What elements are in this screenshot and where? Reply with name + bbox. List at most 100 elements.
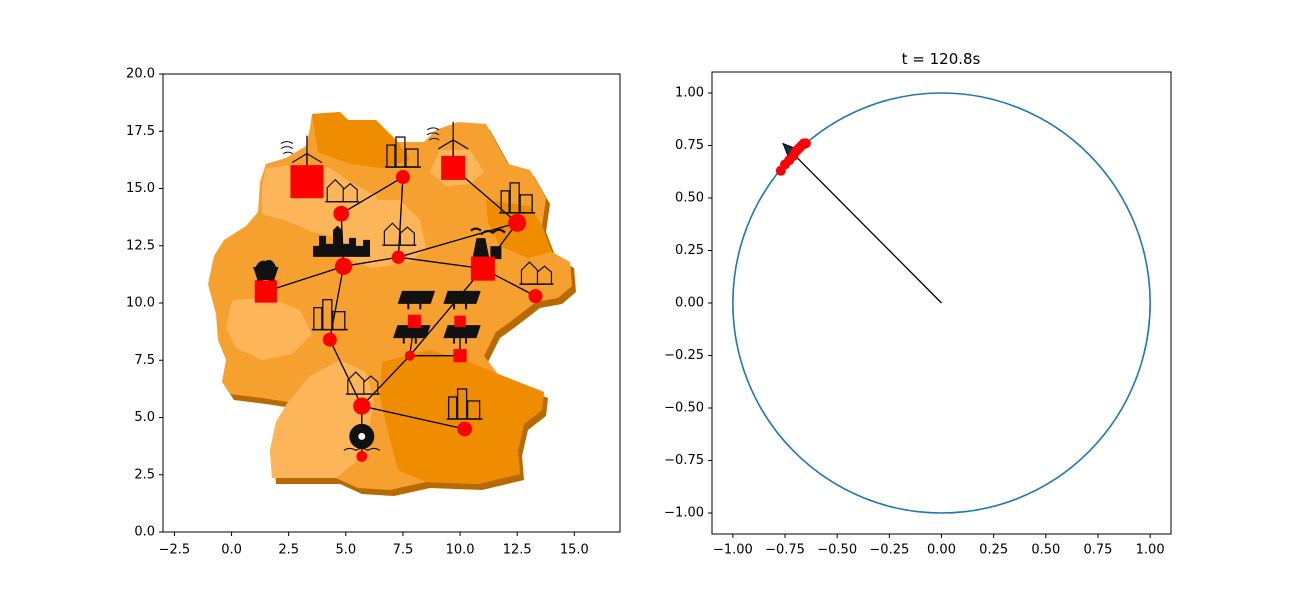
map-edge-line bbox=[409, 268, 484, 357]
phasor-y-axis-ticks: −1.00 −0.75 −0.50 −0.25 0.00 0.25 0.50 0.75 1.00 bbox=[664, 86, 712, 521]
map-node-circle bbox=[334, 257, 353, 275]
phasor-x-tick-label: 0.50 bbox=[1031, 543, 1060, 558]
phasor-x-axis-ticks: −1.00 −0.75 −0.50 −0.25 0.00 0.25 0.50 0.75 1.00 bbox=[713, 534, 1165, 558]
phasor-arrow bbox=[782, 142, 942, 304]
phasor-y-tick-label: 0.00 bbox=[675, 296, 704, 311]
water-wheel-icon bbox=[343, 423, 381, 452]
solar-panel-icon bbox=[397, 290, 436, 310]
solar-panel bbox=[443, 290, 481, 304]
phasor-y-tick-label: −1.00 bbox=[664, 506, 704, 521]
map-node-circle bbox=[404, 350, 415, 361]
map-y-tick-label: 17.5 bbox=[126, 124, 155, 139]
map-x-axis-ticks: −2.5 0.0 2.5 5.0 7.5 10.0 12.5 15.0 bbox=[159, 532, 589, 558]
map-x-tick-label: 15.0 bbox=[560, 543, 589, 558]
map-region-middle-west bbox=[226, 298, 312, 360]
map-edge-line bbox=[361, 355, 411, 407]
map-x-tick-label: 0.0 bbox=[221, 543, 242, 558]
map-node-circle bbox=[457, 421, 473, 437]
phasor-point bbox=[800, 138, 811, 149]
phasor-y-tick-label: 0.50 bbox=[675, 191, 704, 206]
map-node-circle bbox=[333, 205, 350, 222]
map-y-tick-label: 12.5 bbox=[126, 238, 155, 253]
map-node-circle bbox=[528, 289, 543, 304]
phasor-title: t = 120.8s bbox=[902, 50, 981, 68]
skyline bbox=[313, 225, 371, 257]
map-region-south-east bbox=[380, 350, 544, 484]
town-icon bbox=[519, 261, 554, 285]
plant-building bbox=[490, 246, 502, 260]
city-icon bbox=[311, 298, 348, 331]
phasor-x-tick-label: −0.75 bbox=[765, 543, 805, 558]
city-icon bbox=[384, 136, 421, 168]
map-y-tick-label: 10.0 bbox=[126, 296, 155, 311]
map-node-square bbox=[290, 165, 324, 199]
turbine-blade bbox=[291, 153, 308, 164]
map-node-square bbox=[254, 280, 277, 303]
unit-circle bbox=[732, 92, 1151, 514]
map-node-square bbox=[454, 315, 466, 328]
wheel-hub bbox=[357, 431, 367, 441]
phasor-x-tick-label: −1.00 bbox=[713, 543, 753, 558]
map-edge-line bbox=[398, 222, 518, 258]
map-y-tick-label: 5.0 bbox=[134, 410, 155, 425]
city-icon bbox=[499, 182, 536, 214]
map-panel: −2.5 0.0 2.5 5.0 7.5 10.0 12.5 15.0 0.0 2.5 5.0 7.… bbox=[126, 67, 621, 558]
map-node-circle bbox=[356, 451, 368, 462]
phasor-x-tick-label: −0.25 bbox=[869, 543, 909, 558]
germany-region-map bbox=[208, 112, 576, 496]
turbine-blade bbox=[437, 139, 454, 150]
map-network-nodes bbox=[254, 155, 543, 462]
solar-panel-icon bbox=[393, 325, 431, 344]
map-node-square bbox=[470, 256, 495, 281]
map-node-icons bbox=[253, 121, 554, 452]
phasor-panel: t = 120.8s −1.00 −0.75 −0.50 −0.25 0.00 0.25 0… bbox=[664, 50, 1172, 558]
map-y-tick-label: 0.0 bbox=[134, 525, 155, 540]
phasor-arrow-shaft bbox=[782, 142, 942, 304]
map-x-tick-label: 7.5 bbox=[393, 543, 414, 558]
coal-plant-icon bbox=[470, 227, 506, 260]
phasor-points bbox=[775, 138, 811, 176]
map-edge-line bbox=[265, 265, 344, 293]
phasor-x-tick-label: 0.25 bbox=[979, 543, 1008, 558]
city-icon bbox=[446, 388, 483, 420]
turbine-blade bbox=[306, 153, 323, 164]
map-y-tick-label: 15.0 bbox=[126, 181, 155, 196]
map-x-tick-label: 12.5 bbox=[503, 543, 532, 558]
map-node-circle bbox=[353, 397, 371, 415]
map-node-square bbox=[453, 349, 467, 363]
map-y-tick-label: 7.5 bbox=[134, 353, 155, 368]
water-waves bbox=[343, 447, 381, 452]
map-node-circle bbox=[391, 250, 405, 264]
wind-lines bbox=[426, 127, 440, 141]
map-edge-line bbox=[340, 176, 404, 215]
map-y-tick-label: 20.0 bbox=[126, 67, 155, 82]
unit-circle-path bbox=[732, 92, 1151, 514]
map-node-square bbox=[441, 155, 466, 180]
solar-panel-icon bbox=[443, 290, 481, 310]
turbine-blade bbox=[452, 139, 469, 150]
map-node-circle bbox=[395, 170, 410, 185]
town-icon bbox=[382, 222, 417, 246]
map-y-axis-ticks: 0.0 2.5 5.0 7.5 10.0 12.5 15.0 17.5 20.0 bbox=[126, 67, 163, 540]
solar-panel bbox=[397, 290, 436, 304]
phasor-y-tick-label: 0.25 bbox=[675, 243, 704, 258]
map-edge-line bbox=[329, 339, 363, 407]
map-node-square bbox=[407, 314, 421, 328]
coal-heap bbox=[255, 259, 277, 269]
map-node-circle bbox=[322, 332, 337, 347]
map-x-tick-label: 10.0 bbox=[446, 543, 475, 558]
map-edge-line bbox=[340, 213, 345, 267]
phasor-y-tick-label: −0.25 bbox=[664, 348, 704, 363]
phasor-x-tick-label: −0.50 bbox=[817, 543, 857, 558]
map-node-circle bbox=[508, 213, 527, 232]
phasor-y-tick-label: 0.75 bbox=[675, 138, 704, 153]
solar-panel-icon bbox=[443, 325, 481, 344]
phasor-y-tick-label: −0.75 bbox=[664, 453, 704, 468]
phasor-x-tick-label: 1.00 bbox=[1136, 543, 1165, 558]
map-edge-line bbox=[398, 256, 483, 270]
phasor-y-tick-label: −0.50 bbox=[664, 401, 704, 416]
wind-lines bbox=[280, 141, 294, 155]
town-icon bbox=[325, 178, 360, 203]
map-x-tick-label: −2.5 bbox=[159, 543, 191, 558]
